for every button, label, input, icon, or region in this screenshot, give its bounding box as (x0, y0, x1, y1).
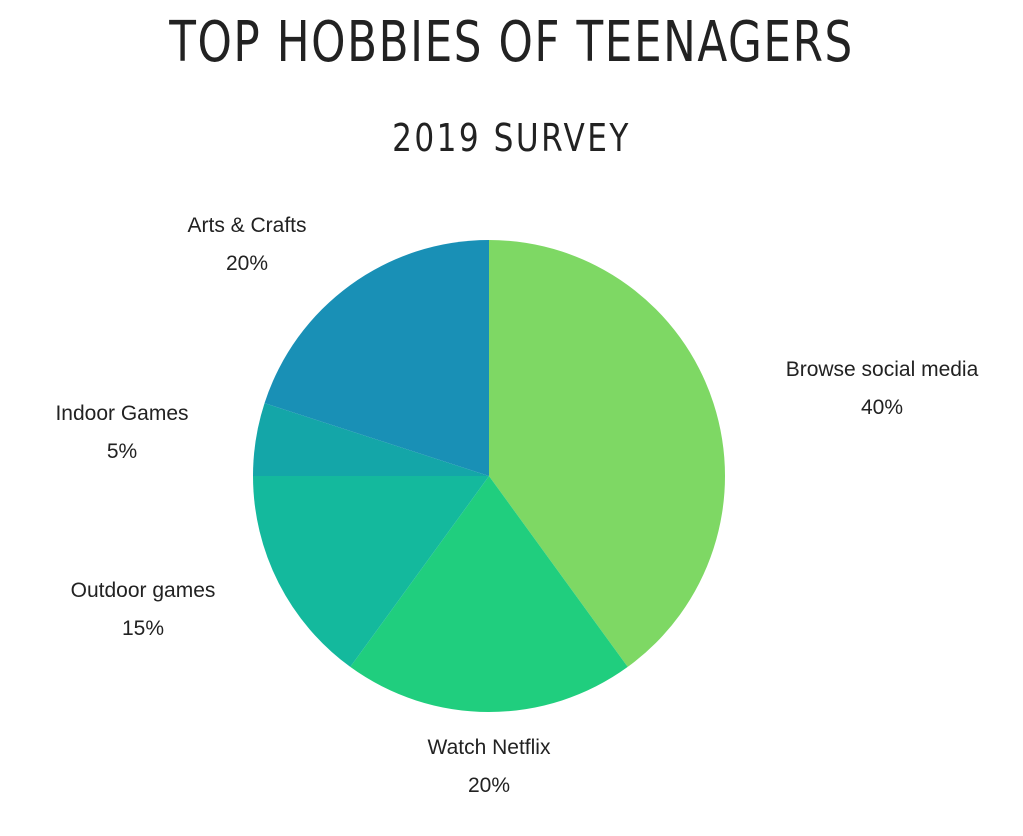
pie-labels: Browse social media 40% Watch Netflix 20% Ou… (55, 214, 978, 797)
pie-slice-browse-social-media (489, 240, 726, 667)
pie-slice-outdoor-games (253, 476, 489, 667)
slice-label: Outdoor games (71, 579, 216, 602)
slice-value-label: 15% (122, 617, 164, 640)
pie-slice-indoor-games (253, 403, 489, 476)
slice-value-label: 40% (861, 396, 903, 419)
slice-value-label: 20% (226, 252, 268, 275)
slice-label: Browse social media (786, 358, 979, 381)
slice-label: Indoor Games (55, 402, 188, 425)
slice-label: Watch Netflix (428, 736, 551, 759)
pie-slices (253, 240, 726, 713)
pie-slice-watch-netflix (350, 476, 628, 713)
slice-value-label: 20% (468, 774, 510, 797)
slice-value-label: 5% (107, 440, 137, 463)
pie-slice-arts-crafts (264, 240, 489, 476)
slice-label: Arts & Crafts (187, 214, 306, 237)
chart-subtitle: 2019 SURVEY (392, 116, 631, 160)
chart-title: TOP HOBBIES OF TEENAGERS (169, 10, 854, 75)
